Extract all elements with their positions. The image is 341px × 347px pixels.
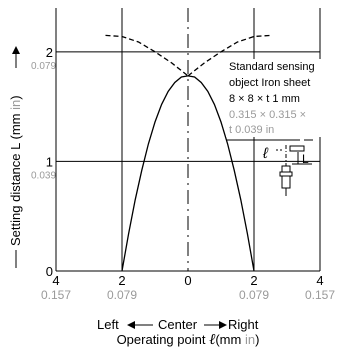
x-axis-title: Operating point ℓ(mm in) <box>117 332 260 347</box>
annotation-line4: 0.315 × 0.315 × <box>229 109 306 121</box>
diagram-symbol-l: ℓ <box>262 145 269 162</box>
series-line-2 <box>105 34 189 77</box>
x-tick-label-2: 0 <box>184 273 191 288</box>
x-tick-label-4: 4 <box>316 273 323 288</box>
x-tick-inch-label-1: 0.079 <box>107 288 137 302</box>
x-tick-inch-label-4: 0.157 <box>305 288 335 302</box>
y-axis-unit-suffix: ) <box>8 95 23 99</box>
diagram-sensor-nut <box>279 171 293 177</box>
sensor-setup-diagram: ℓ L <box>226 139 313 196</box>
diagram-target-plate <box>289 145 305 152</box>
y-tick-label-0: 0 <box>46 264 53 279</box>
x-axis-unit-alt: in <box>245 332 255 347</box>
left-arrow-icon <box>127 321 135 329</box>
diagram-symbol-L: L <box>302 152 309 166</box>
y-axis-label: Setting distance L <box>8 143 23 246</box>
y-axis-title-text: Setting distance L (mm in) <box>8 95 23 246</box>
x-axis-symbol: ℓ <box>209 332 215 347</box>
x-axis-unit-suffix: ) <box>255 332 259 347</box>
right-arrow-icon <box>219 321 227 329</box>
direction-right: Right <box>228 317 259 332</box>
annotation-line2: object Iron sheet <box>229 77 310 89</box>
direction-center: Center <box>158 317 198 332</box>
annotation-line1: Standard sensing <box>229 61 315 73</box>
y-tick-inch-label-1: 0.039 <box>31 170 56 181</box>
x-tick-label-3: 2 <box>250 273 257 288</box>
x-tick-label-1: 2 <box>118 273 125 288</box>
annotation-line3: 8 × 8 × t 1 mm <box>229 93 300 105</box>
y-axis-unit-alt: in <box>8 100 23 110</box>
x-axis-label: Operating point <box>117 332 206 347</box>
y-tick-label-1: 1 <box>46 154 53 169</box>
series-layer <box>105 34 271 272</box>
x-tick-inch-label-0: 0.157 <box>41 288 71 302</box>
x-tick-inch-label-3: 0.079 <box>239 288 269 302</box>
y-tick-label-2: 2 <box>46 45 53 60</box>
series-line-0 <box>121 75 189 272</box>
x-tick-label-0: 4 <box>52 273 59 288</box>
direction-labels: Left Center Right <box>97 317 259 332</box>
x-axis-unit-prefix: (mm <box>215 332 241 347</box>
series-line-1 <box>187 75 255 272</box>
direction-left: Left <box>97 317 119 332</box>
y-axis-unit-prefix: (mm <box>8 114 23 140</box>
y-axis-title: Setting distance L (mm in) <box>8 46 23 268</box>
series-line-3 <box>187 34 271 77</box>
y-axis-title-arrow-icon <box>12 46 20 54</box>
annotation-line5: t 0.039 in <box>229 124 274 136</box>
annotation: Standard sensing object Iron sheet 8 × 8… <box>226 59 321 137</box>
y-tick-inch-label-2: 0.079 <box>31 61 56 72</box>
diagram-sensor-body <box>281 165 291 189</box>
annotation-background <box>226 59 321 137</box>
